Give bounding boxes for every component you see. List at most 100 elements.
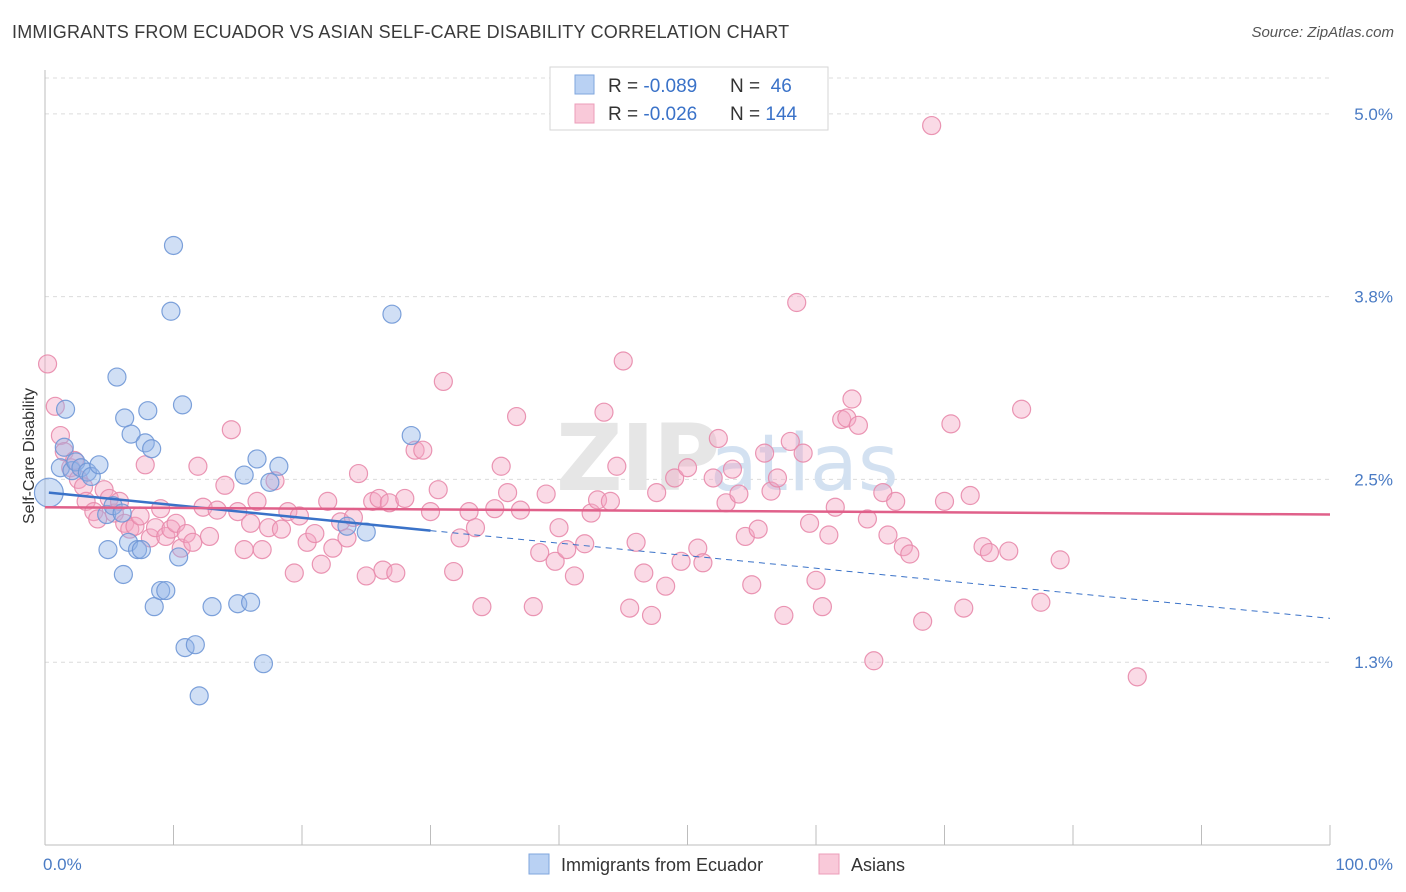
series-legend-label-asians: Asians: [851, 855, 905, 875]
data-point: [215, 475, 235, 495]
data-point: [806, 570, 826, 590]
data-point: [284, 563, 304, 583]
y-tick-label: 1.3%: [1354, 653, 1393, 672]
gridlines: [45, 77, 1330, 663]
legend-swatch-ecuador: [574, 74, 595, 95]
data-point: [163, 235, 184, 256]
data-point: [837, 408, 857, 428]
data-point: [954, 598, 974, 618]
watermark: ZIP atlas: [556, 405, 899, 512]
trend-line-asians: [44, 505, 1331, 516]
legend-n-1: N = 46: [730, 76, 792, 97]
data-point: [50, 425, 71, 446]
data-point: [241, 592, 261, 612]
data-point: [161, 301, 181, 321]
data-point: [960, 485, 980, 506]
data-point: [767, 468, 788, 488]
legend-swatch-asians: [574, 103, 595, 124]
data-point: [379, 493, 399, 513]
data-point: [386, 563, 406, 583]
data-point: [708, 428, 728, 449]
trend-lines: [44, 491, 1331, 619]
data-point: [450, 528, 470, 548]
series-legend-label-ecuador: Immigrants from Ecuador: [561, 855, 763, 875]
data-point: [234, 465, 254, 485]
data-point: [252, 540, 272, 560]
axes: 1.3% 2.5% 3.8% 5.0%: [44, 70, 1393, 846]
data-point: [247, 449, 267, 469]
data-point: [979, 542, 1000, 563]
data-point: [395, 488, 415, 509]
chart-source: Source: ZipAtlas.com: [1251, 24, 1394, 41]
data-point: [188, 456, 208, 476]
data-point: [54, 437, 74, 457]
data-point: [202, 597, 222, 617]
data-point: [530, 542, 550, 563]
watermark-zip: ZIP: [556, 405, 718, 512]
data-point: [420, 502, 441, 522]
data-point: [886, 491, 906, 511]
data-point: [620, 598, 640, 618]
data-point: [545, 551, 565, 571]
data-point: [189, 686, 209, 706]
data-point: [491, 456, 511, 476]
data-point: [900, 544, 920, 564]
legend-r-value-1: -0.089: [643, 76, 697, 97]
legend-r-label-1: R =: [608, 76, 643, 97]
legend-row-2: R = -0.026: [608, 104, 697, 125]
data-point: [626, 532, 646, 552]
data-point: [356, 566, 376, 586]
data-point: [369, 488, 389, 509]
legend-n-value-2: 144: [765, 104, 797, 125]
data-point: [318, 491, 338, 511]
data-point: [115, 408, 135, 428]
data-point: [199, 526, 220, 547]
correlation-legend: R = -0.089 N = 46 R = -0.026 N = 144: [549, 66, 829, 131]
data-point: [138, 401, 158, 421]
data-point: [913, 611, 933, 631]
data-point: [941, 414, 961, 434]
data-point: [234, 540, 254, 560]
data-point: [774, 605, 794, 626]
y-axis-title: Self-Care Disability: [21, 388, 38, 524]
legend-n-label-1: N =: [730, 76, 765, 97]
data-point: [113, 564, 133, 585]
y-tick-label: 2.5%: [1354, 470, 1393, 489]
data-point: [754, 443, 775, 463]
data-point: [221, 420, 241, 440]
data-point: [323, 538, 343, 558]
data-point: [348, 463, 369, 484]
data-point: [151, 580, 171, 601]
legend-r-label-2: R =: [608, 104, 643, 125]
data-point: [337, 516, 357, 536]
legend-n-2: N = 144: [730, 104, 798, 125]
data-point: [269, 456, 289, 476]
data-point: [780, 431, 800, 452]
data-point: [156, 580, 176, 601]
data-point: [613, 351, 633, 371]
data-point: [848, 415, 869, 435]
data-point: [498, 482, 518, 503]
series-legend: Immigrants from Ecuador Asians: [528, 853, 905, 875]
data-point: [647, 482, 667, 503]
data-point: [665, 468, 685, 488]
data-point: [549, 518, 569, 538]
data-point: [142, 439, 162, 459]
data-point: [557, 540, 577, 560]
data-point: [575, 534, 595, 554]
data-point: [98, 540, 118, 560]
data-point: [405, 440, 425, 460]
data-point: [247, 491, 267, 511]
data-point: [748, 519, 768, 539]
data-point: [169, 547, 189, 567]
data-point: [107, 367, 127, 387]
data-point: [433, 371, 453, 392]
data-point: [999, 541, 1019, 561]
legend-n-value-1: 46: [765, 76, 791, 97]
data-point: [1031, 592, 1051, 612]
series-legend-swatch-ecuador: [528, 853, 550, 875]
data-point: [459, 502, 479, 522]
data-point: [812, 597, 833, 617]
legend-n-label-2: N =: [730, 104, 765, 125]
